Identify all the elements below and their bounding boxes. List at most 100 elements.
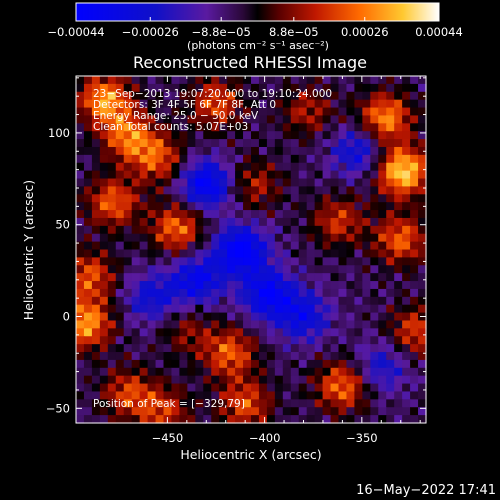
heatmap-cell	[322, 91, 332, 101]
heatmap-cell	[410, 281, 419, 290]
heatmap-cell	[402, 146, 411, 156]
heatmap-cell	[386, 328, 395, 337]
heatmap-cell	[235, 288, 244, 298]
heatmap-cell	[402, 359, 411, 369]
heatmap-cell	[187, 383, 196, 393]
x-tick-label: −400	[249, 431, 281, 445]
heatmap-cell	[227, 281, 236, 290]
heatmap-cell	[418, 170, 427, 180]
heatmap-cell	[330, 123, 340, 132]
heatmap-cell	[243, 391, 252, 400]
heatmap-cell	[131, 241, 141, 251]
heatmap-cell	[274, 178, 284, 188]
heatmap-cell	[330, 296, 340, 306]
heatmap-cell	[76, 186, 85, 195]
heatmap-cell	[91, 359, 101, 369]
heatmap-cell	[394, 139, 403, 148]
heatmap-cell	[362, 225, 371, 235]
heatmap-cell	[251, 162, 260, 172]
heatmap-cell	[107, 107, 117, 117]
heatmap-cell	[235, 123, 244, 132]
heatmap-cell	[107, 146, 117, 156]
heatmap-cell	[139, 399, 149, 408]
heatmap-cell	[211, 83, 220, 93]
heatmap-cell	[147, 257, 157, 266]
heatmap-cell	[378, 154, 387, 164]
heatmap-cell	[370, 265, 379, 274]
heatmap-cell	[402, 194, 411, 203]
heatmap-cell	[370, 241, 379, 251]
heatmap-cell	[338, 115, 348, 124]
heatmap-cell	[219, 359, 228, 369]
heatmap-cell	[370, 352, 379, 361]
heatmap-cell	[322, 265, 332, 274]
heatmap-cell	[306, 99, 316, 109]
heatmap-cell	[314, 415, 324, 424]
heatmap-cell	[306, 91, 316, 101]
heatmap-cell	[163, 178, 173, 188]
heatmap-cell	[330, 399, 340, 408]
heatmap-cell	[330, 99, 340, 109]
heatmap-cell	[418, 265, 427, 274]
heatmap-cell	[91, 257, 101, 266]
heatmap-cell	[163, 194, 173, 203]
heatmap-cell	[91, 170, 101, 180]
heatmap-cell	[362, 107, 371, 117]
heatmap-cell	[76, 391, 85, 400]
heatmap-cell	[314, 320, 324, 329]
heatmap-cell	[131, 304, 141, 314]
heatmap-cell	[123, 107, 133, 117]
heatmap-cell	[227, 407, 236, 416]
heatmap-cell	[131, 91, 141, 101]
heatmap-cell	[171, 399, 180, 408]
heatmap-cell	[298, 123, 308, 132]
heatmap-cell	[258, 202, 268, 211]
heatmap-cell	[123, 391, 133, 400]
heatmap-cell	[330, 91, 340, 101]
heatmap-cell	[354, 115, 363, 124]
heatmap-cell	[155, 91, 165, 101]
heatmap-cell	[243, 186, 252, 195]
heatmap-cell	[394, 352, 403, 361]
heatmap-cell	[298, 249, 308, 258]
heatmap-cell	[251, 352, 260, 361]
heatmap-cell	[410, 336, 419, 345]
heatmap-cell	[131, 415, 141, 424]
heatmap-cell	[330, 146, 340, 156]
heatmap-cell	[362, 194, 371, 203]
heatmap-cell	[314, 76, 324, 85]
heatmap-cell	[155, 99, 165, 109]
heatmap-cell	[235, 154, 244, 164]
heatmap-cell	[298, 296, 308, 306]
heatmap-cell	[346, 139, 355, 148]
heatmap-cell	[314, 123, 324, 132]
heatmap-cell	[282, 83, 292, 93]
heatmap-cell	[346, 162, 355, 172]
heatmap-cell	[370, 281, 379, 290]
heatmap-cell	[179, 241, 188, 251]
heatmap-cell	[139, 131, 149, 140]
heatmap-cell	[76, 123, 85, 132]
heatmap-cell	[378, 170, 387, 180]
heatmap-cell	[131, 359, 141, 369]
heatmap-cell	[338, 359, 348, 369]
heatmap-cell	[402, 115, 411, 124]
heatmap-cell	[362, 296, 371, 306]
heatmap-cell	[179, 146, 188, 156]
heatmap-cell	[179, 265, 188, 274]
heatmap-cell	[362, 131, 371, 140]
heatmap-cell	[322, 154, 332, 164]
heatmap-cell	[251, 131, 260, 140]
heatmap-cell	[402, 91, 411, 101]
heatmap-cell	[386, 139, 395, 148]
heatmap-cell	[402, 367, 411, 377]
heatmap-cell	[131, 178, 141, 188]
heatmap-cell	[187, 139, 196, 148]
heatmap-cell	[322, 241, 332, 251]
heatmap-cell	[362, 162, 371, 172]
heatmap-cell	[386, 359, 395, 369]
heatmap-cell	[394, 281, 403, 290]
heatmap-cell	[330, 367, 340, 377]
heatmap-cell	[298, 146, 308, 156]
heatmap-cell	[203, 288, 212, 298]
